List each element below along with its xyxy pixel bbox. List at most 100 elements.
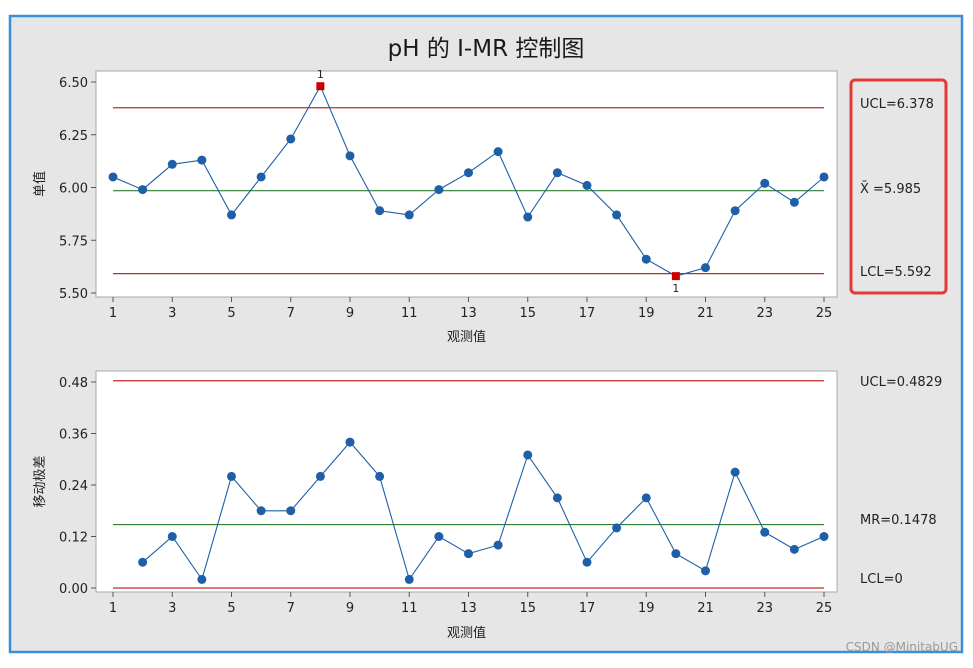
- x-tick-label: 23: [756, 306, 773, 321]
- ucl-label: UCL=6.378: [860, 97, 934, 112]
- data-point: [464, 549, 473, 559]
- data-point: [197, 155, 207, 165]
- x-tick-label: 7: [287, 306, 295, 321]
- data-point: [167, 532, 177, 541]
- data-point: [760, 178, 770, 188]
- data-point: [375, 471, 385, 481]
- x-tick-label: 7: [287, 601, 295, 616]
- data-point: [464, 168, 473, 178]
- x-tick-label: 17: [579, 306, 596, 321]
- center-label: X̄ =5.985: [860, 182, 921, 197]
- data-point: [404, 574, 414, 584]
- ucl-label: UCL=0.4829: [860, 375, 942, 390]
- lcl-label: LCL=5.592: [860, 265, 932, 280]
- out-of-control-point: [671, 272, 680, 281]
- data-point: [197, 574, 207, 584]
- data-point: [227, 471, 236, 481]
- x-tick-label: 11: [401, 306, 418, 321]
- out-of-control-label: 1: [317, 68, 324, 81]
- x-tick-label: 5: [227, 306, 235, 321]
- limits-highlight-box: [849, 78, 948, 295]
- x-tick-label: 13: [460, 306, 477, 321]
- y-tick-label: 6.00: [59, 182, 88, 197]
- x-axis-label: 观测值: [447, 625, 486, 641]
- data-point: [167, 159, 177, 169]
- y-tick-label: 0.36: [59, 428, 88, 443]
- chart-border: [8, 14, 964, 654]
- data-point: [345, 151, 355, 161]
- data-point: [493, 540, 503, 550]
- x-tick-label: 13: [460, 601, 477, 616]
- data-point: [256, 506, 266, 516]
- data-point: [286, 506, 296, 516]
- x-tick-label: 5: [227, 601, 235, 616]
- data-point: [523, 450, 533, 460]
- data-point: [552, 493, 562, 503]
- data-point: [227, 210, 236, 220]
- data-point: [523, 212, 533, 222]
- x-tick-label: 21: [697, 306, 714, 321]
- x-tick-label: 15: [519, 601, 536, 616]
- data-point: [789, 197, 799, 207]
- data-point: [256, 172, 266, 182]
- plot-2: 0.000.120.240.360.481 3 5 7 9 11 13 15 17 19 21 23 2…: [33, 370, 942, 641]
- data-point: [819, 532, 829, 541]
- series-line: [142, 441, 825, 581]
- x-tick-label: 3: [168, 306, 176, 321]
- y-axis-label: 单值: [32, 171, 48, 197]
- x-tick-label: 11: [401, 601, 418, 616]
- data-point: [612, 210, 622, 220]
- x-tick-label: 23: [756, 601, 773, 616]
- x-tick-label: 19: [638, 601, 655, 616]
- x-tick-label: 17: [579, 601, 596, 616]
- data-point: [789, 544, 799, 554]
- y-tick-label: 5.50: [59, 287, 88, 302]
- data-point: [641, 254, 651, 264]
- y-tick-label: 0.24: [59, 479, 88, 494]
- data-point: [701, 566, 710, 576]
- y-tick-label: 6.25: [59, 129, 88, 144]
- data-point: [315, 471, 325, 481]
- data-point: [138, 185, 148, 195]
- x-tick-label: 25: [816, 306, 833, 321]
- data-point: [701, 263, 710, 273]
- x-tick-label: 9: [346, 306, 354, 321]
- x-tick-label: 1: [109, 306, 117, 321]
- data-point: [552, 168, 562, 178]
- x-axis-label: 观测值: [447, 329, 486, 345]
- plot-area: [95, 70, 838, 298]
- plot-1: 5.505.756.006.256.501 3 5 7 9 11 13 15 17 19 21 23 2…: [32, 68, 934, 345]
- plots: 5.505.756.006.256.501 3 5 7 9 11 13 15 17 19 21 23 2…: [32, 68, 942, 641]
- x-tick-label: 3: [168, 601, 176, 616]
- watermark: CSDN @MinitabUG: [846, 640, 958, 654]
- data-point: [819, 172, 829, 182]
- data-point: [286, 134, 296, 144]
- data-point: [375, 206, 385, 216]
- data-point: [760, 527, 770, 537]
- x-tick-label: 25: [816, 601, 833, 616]
- x-tick-label: 9: [346, 601, 354, 616]
- data-point: [493, 147, 503, 157]
- x-tick-label: 21: [697, 601, 714, 616]
- data-point: [671, 549, 681, 559]
- data-point: [345, 437, 355, 447]
- y-tick-label: 6.50: [59, 76, 88, 91]
- data-point: [730, 467, 740, 477]
- data-point: [641, 493, 651, 503]
- data-point: [434, 185, 444, 195]
- data-point: [404, 210, 414, 220]
- center-label: MR=0.1478: [860, 513, 937, 528]
- y-axis-label: 移动极差: [33, 455, 48, 507]
- y-tick-label: 0.12: [59, 531, 88, 546]
- x-tick-label: 1: [109, 601, 117, 616]
- y-tick-label: 0.48: [59, 376, 88, 391]
- x-tick-label: 19: [638, 306, 655, 321]
- y-tick-label: 0.00: [59, 582, 88, 597]
- y-tick-label: 5.75: [59, 234, 88, 249]
- out-of-control-label: 1: [672, 282, 679, 295]
- plot-area: [95, 370, 838, 593]
- data-point: [434, 532, 444, 541]
- data-point: [612, 523, 622, 533]
- data-point: [582, 557, 592, 567]
